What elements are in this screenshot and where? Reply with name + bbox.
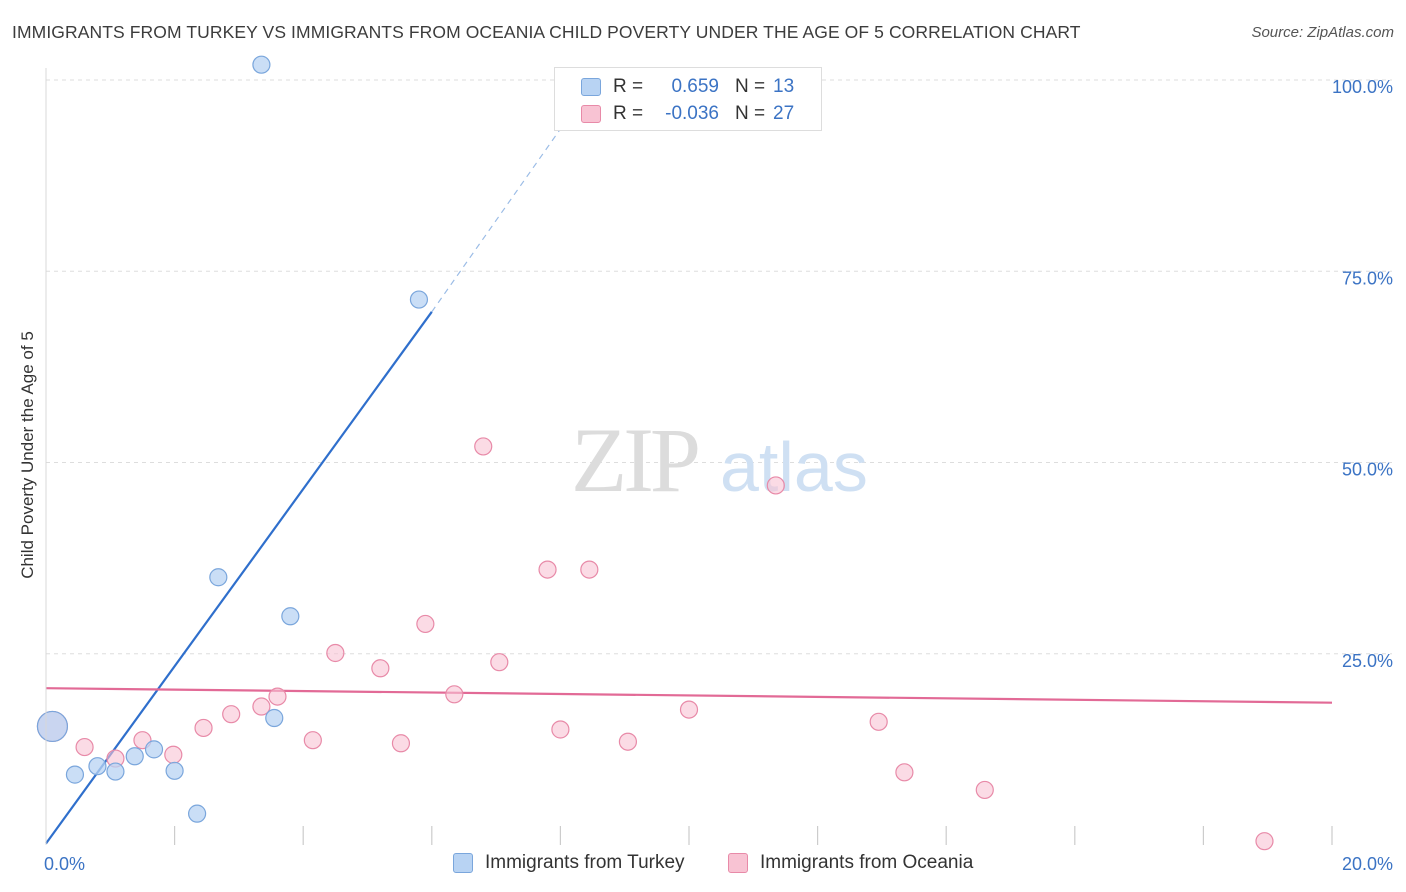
- turkey-point: [409, 290, 429, 309]
- turkey-legend-swatch: [453, 853, 473, 873]
- r-value-turkey: 0.659: [671, 76, 719, 97]
- turkey-point: [281, 607, 300, 626]
- oceania-swatch: [581, 105, 601, 123]
- turkey-point: [144, 740, 164, 759]
- x-tick-label-max: 20.0%: [1342, 854, 1393, 874]
- oceania-point: [194, 718, 213, 738]
- oceania-point: [1255, 832, 1274, 851]
- r-label: R =: [613, 103, 644, 124]
- oceania-point: [445, 685, 464, 704]
- oceania-point: [895, 763, 914, 782]
- turkey-point: [252, 55, 271, 74]
- oceania-point: [551, 720, 570, 739]
- y-tick-label: 75.0%: [1342, 268, 1393, 288]
- turkey-swatch: [581, 78, 601, 96]
- r-label: R =: [613, 76, 644, 97]
- source-label: Source: ZipAtlas.com: [1251, 24, 1394, 41]
- oceania-point: [679, 700, 699, 719]
- grid-layer: [46, 79, 1392, 655]
- oceania-point: [869, 712, 888, 731]
- turkey-point: [188, 804, 207, 823]
- oceania-point: [416, 614, 435, 634]
- points: [36, 55, 1274, 851]
- turkey-point: [209, 568, 228, 587]
- turkey-trendline-extension: [431, 128, 561, 313]
- axes: 25.0% 50.0% 75.0% 100.0% 0.0% 20.0%: [44, 68, 1393, 874]
- oceania-legend-swatch: [728, 853, 748, 873]
- oceania-point: [538, 560, 557, 579]
- oceania-trendline: [45, 687, 1333, 704]
- turkey-point: [165, 761, 184, 780]
- oceania-point: [252, 697, 271, 716]
- series-legend: Immigrants from Turkey Immigrants from O…: [0, 850, 1406, 878]
- n-value-turkey: 13: [773, 76, 795, 97]
- y-axis-title: Child Poverty Under the Age of 5: [18, 331, 37, 579]
- x-tick-label-min: 0.0%: [44, 854, 85, 874]
- chart-title: IMMIGRANTS FROM TURKEY VS IMMIGRANTS FRO…: [12, 22, 1081, 42]
- legend-row-oceania: R = -0.036 N = 27: [555, 101, 821, 127]
- watermark-zip: ZIP: [571, 409, 698, 511]
- oceania-point: [303, 731, 322, 750]
- oceania-point: [326, 643, 345, 663]
- legend-row-turkey: R = 0.659 N = 13: [555, 74, 821, 100]
- oceania-legend-label: Immigrants from Oceania: [760, 852, 974, 873]
- oceania-point: [164, 745, 183, 764]
- turkey-legend-label: Immigrants from Turkey: [485, 852, 685, 873]
- oceania-point: [391, 734, 411, 753]
- turkey-point: [106, 762, 125, 781]
- turkey-point: [36, 710, 69, 743]
- watermark: ZIP atlas: [571, 409, 868, 511]
- y-tick-label: 100.0%: [1332, 77, 1393, 97]
- y-tick-label: 50.0%: [1342, 460, 1393, 480]
- oceania-point: [371, 659, 390, 678]
- oceania-point: [580, 560, 599, 579]
- y-tick-label: 25.0%: [1342, 651, 1393, 671]
- oceania-point: [474, 437, 493, 456]
- oceania-point: [618, 732, 638, 751]
- turkey-point: [65, 765, 85, 784]
- oceania-point: [490, 653, 509, 672]
- turkey-point: [265, 708, 284, 728]
- oceania-point: [268, 687, 287, 706]
- oceania-point: [75, 737, 94, 757]
- correlation-legend: R = 0.659 N = 13 R = -0.036 N = 27: [554, 67, 822, 131]
- r-value-oceania: -0.036: [665, 103, 719, 124]
- turkey-point: [88, 757, 107, 776]
- watermark-atlas: atlas: [720, 428, 868, 506]
- n-label: N =: [735, 103, 766, 124]
- oceania-point: [766, 476, 785, 495]
- oceania-point: [975, 780, 994, 800]
- n-label: N =: [735, 76, 766, 97]
- turkey-point: [125, 747, 144, 766]
- oceania-point: [222, 705, 241, 724]
- n-value-oceania: 27: [773, 103, 795, 124]
